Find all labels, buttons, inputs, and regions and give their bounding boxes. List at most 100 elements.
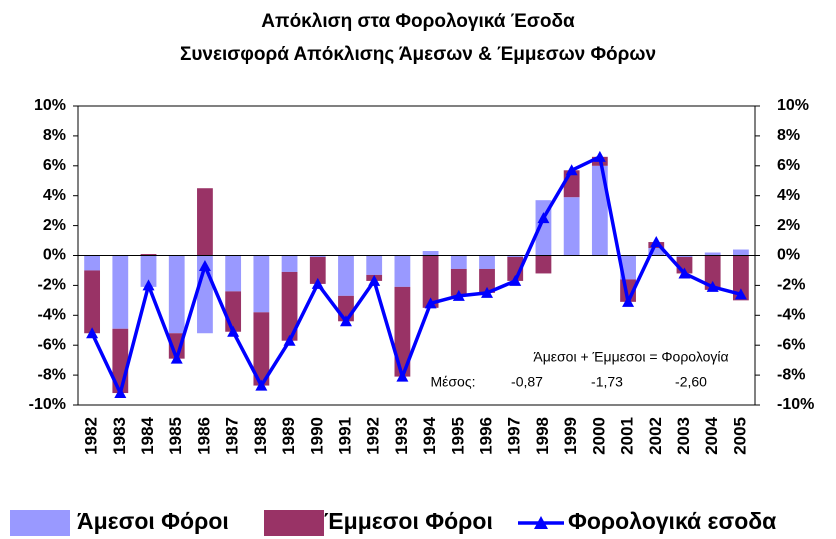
legend-swatch <box>264 510 324 536</box>
bar <box>197 188 213 256</box>
line-marker <box>622 295 635 307</box>
x-tick-label: 1993 <box>392 417 411 455</box>
annotation: Μέσος: <box>431 374 476 390</box>
line-marker <box>311 277 324 289</box>
y2-tick-label: 0% <box>777 247 800 264</box>
x-tick-label: 1997 <box>505 417 524 455</box>
line-marker <box>650 236 663 248</box>
x-tick-label: 1995 <box>448 417 467 455</box>
legend-label: Άμεσοι Φόροι <box>77 508 229 534</box>
bar <box>394 286 411 377</box>
y2-tick-label: 2% <box>777 217 800 234</box>
line <box>90 155 742 395</box>
y2-tick-label: 8% <box>777 127 800 144</box>
x-tick-label: 1987 <box>223 417 242 455</box>
bar <box>281 255 298 272</box>
bar <box>366 255 383 275</box>
bar <box>338 255 354 296</box>
chart-title: Απόκλιση στα Φορολογικά Έσοδα <box>261 11 575 32</box>
bar <box>422 251 439 256</box>
x-tick-label: 1991 <box>335 417 354 455</box>
line-marker <box>734 288 747 300</box>
bar <box>450 268 467 296</box>
x-tick-label: 1996 <box>477 417 496 455</box>
x-tick-label: 2003 <box>674 417 693 455</box>
line-marker <box>593 150 606 162</box>
bar <box>422 255 439 308</box>
x-tick-label: 1999 <box>561 417 580 455</box>
legend-marker <box>534 516 548 529</box>
bar <box>112 255 129 329</box>
line-marker <box>283 334 296 346</box>
line-marker <box>424 297 437 309</box>
legend-label: Φορολογικά εσοδα <box>568 508 776 534</box>
y-tick-label: 6% <box>43 157 66 174</box>
line-marker <box>198 259 211 271</box>
y-tick-label: -6% <box>38 336 66 353</box>
x-tick-label: 1990 <box>307 417 326 455</box>
y-tick-label: -10% <box>29 396 66 413</box>
annotation: -2,60 <box>675 374 707 390</box>
x-tick-label: 1989 <box>279 417 298 455</box>
bar <box>253 312 270 386</box>
bar <box>140 255 157 287</box>
bar <box>704 255 721 290</box>
chart-subtitle: Συνεισφορά Απόκλισης Άμεσων & Έμμεσων Φό… <box>180 44 656 65</box>
y-tick-label: 0% <box>43 247 66 264</box>
y2-tick-label: -4% <box>777 307 805 324</box>
y2-tick-label: 6% <box>777 157 800 174</box>
bar <box>225 255 242 292</box>
y-tick-label: -4% <box>38 307 66 324</box>
bar <box>704 252 721 256</box>
bar <box>253 255 270 313</box>
bar <box>676 255 693 257</box>
bar <box>450 255 467 269</box>
bar <box>507 255 524 257</box>
bar <box>535 255 552 274</box>
bar <box>84 270 101 334</box>
x-tick-label: 1992 <box>364 417 383 455</box>
line-marker <box>339 315 352 327</box>
x-tick-label: 2005 <box>730 417 749 455</box>
line-marker <box>170 352 183 364</box>
bar <box>84 255 101 271</box>
bar <box>648 248 665 256</box>
bar <box>479 268 495 293</box>
bar <box>732 255 749 301</box>
y2-tick-label: -10% <box>777 396 814 413</box>
legend-swatch <box>10 510 70 536</box>
line-marker <box>368 274 381 286</box>
x-tick-label: 1985 <box>166 417 185 455</box>
x-tick-label: 1983 <box>110 417 129 455</box>
y-tick-label: -2% <box>38 277 66 294</box>
annotation: Άμεσοι + Έμμεσοι = Φορολογία <box>533 349 728 365</box>
line-marker <box>452 289 465 301</box>
line-marker <box>255 379 268 391</box>
legend-label: Έμμεσοι Φόροι <box>324 508 493 534</box>
y2-tick-label: -2% <box>777 277 805 294</box>
line-marker <box>114 387 127 399</box>
x-tick-label: 1982 <box>82 417 101 455</box>
line-marker <box>678 267 691 279</box>
bar <box>225 291 242 332</box>
line-marker <box>142 279 155 291</box>
x-tick-label: 1994 <box>420 416 439 454</box>
bar <box>309 256 326 284</box>
bar <box>591 165 608 256</box>
x-tick-label: 2000 <box>589 417 608 455</box>
line-marker <box>227 325 240 337</box>
bar <box>479 255 495 269</box>
annotation: -0,87 <box>511 374 543 390</box>
x-tick-label: 1998 <box>533 417 552 455</box>
y-tick-label: 4% <box>43 187 66 204</box>
bar <box>732 249 749 256</box>
y2-tick-label: 4% <box>777 187 800 204</box>
line-marker <box>396 370 409 382</box>
annotation: -1,73 <box>591 374 623 390</box>
line-marker <box>86 327 99 339</box>
line-marker <box>537 212 550 224</box>
x-tick-label: 1988 <box>251 417 270 455</box>
bar <box>309 255 326 257</box>
bar <box>168 255 185 334</box>
